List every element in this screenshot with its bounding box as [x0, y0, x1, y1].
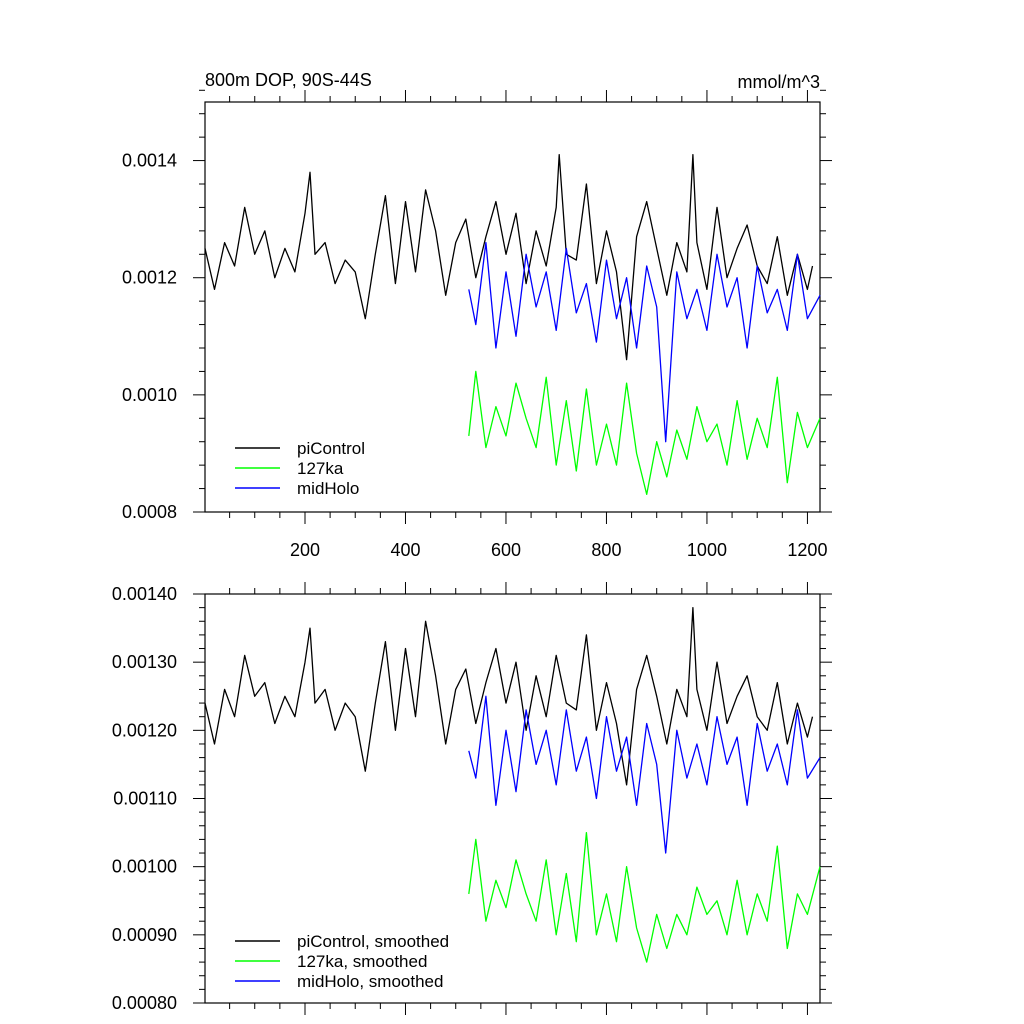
series-line-127ka-smoothed — [468, 831, 821, 963]
series-line-midholo-smoothed — [468, 695, 821, 854]
plot-frame — [204, 101, 821, 513]
legend-label: 127ka, smoothed — [297, 952, 427, 971]
y-tick-label: 0.0012 — [122, 268, 177, 288]
y-tick-label: 0.00110 — [113, 789, 177, 809]
x-tick-label: 400 — [390, 540, 420, 560]
x-tick-label: 800 — [591, 540, 621, 560]
y-tick-label: 0.00130 — [112, 652, 177, 672]
x-tick-label: 600 — [491, 540, 521, 560]
y-tick-label: 0.0008 — [122, 502, 177, 522]
y-tick-label: 0.00090 — [112, 925, 177, 945]
chart-units-label: mmol/m^3 — [738, 72, 820, 92]
y-tick-label: 0.00120 — [112, 720, 177, 740]
series-line-127ka — [468, 370, 821, 496]
series-line-picontrol — [204, 154, 814, 361]
legend-label: piControl — [297, 439, 365, 458]
x-tick-label: 200 — [290, 540, 320, 560]
legend-label: 127ka — [297, 459, 344, 478]
series-line-midholo — [468, 241, 821, 443]
legend-label: midHolo, smoothed — [297, 972, 443, 991]
top-panel: 200 400 600 800 1000 1200 0.0008 0.0010 0.0012 0.… — [122, 70, 832, 560]
series-line-picontrol-smoothed — [204, 606, 814, 786]
x-tick-label: 1200 — [787, 540, 827, 560]
legend-label: piControl, smoothed — [297, 932, 449, 951]
legend-label: midHolo — [297, 479, 359, 498]
bottom-panel: 0.00080 0.00090 0.00100 0.00110 0.00120 0.001… — [112, 582, 832, 1015]
x-tick-label: 1000 — [687, 540, 727, 560]
y-tick-label: 0.00140 — [112, 584, 177, 604]
chart-title-left: 800m DOP, 90S-44S — [205, 70, 372, 90]
y-tick-label: 0.00100 — [112, 857, 177, 877]
y-tick-label: 0.0010 — [122, 385, 177, 405]
y-tick-label: 0.00080 — [112, 993, 177, 1013]
y-tick-label: 0.0014 — [122, 151, 177, 171]
